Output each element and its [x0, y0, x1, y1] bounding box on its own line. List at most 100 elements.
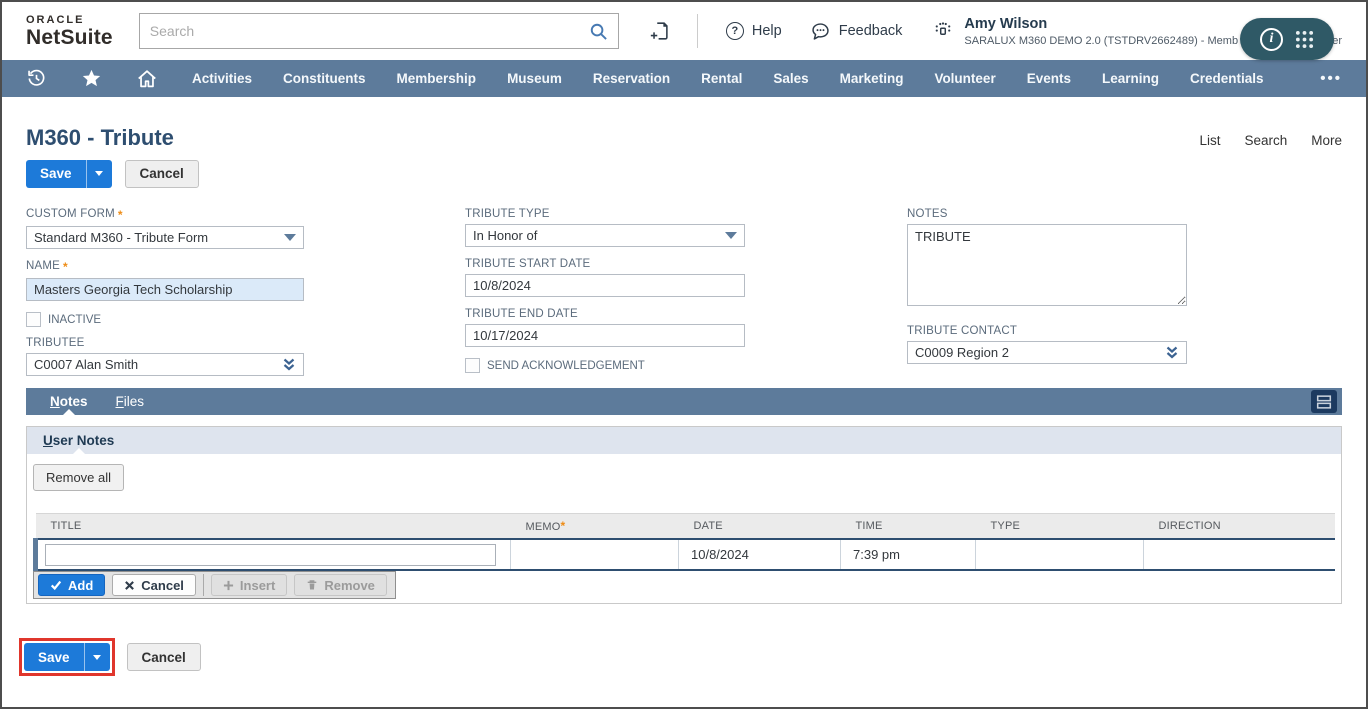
assistant-pill-overlay[interactable]: i [1240, 18, 1334, 60]
nav-item-sales[interactable]: Sales [773, 71, 809, 86]
trash-icon [306, 579, 318, 591]
nav-more-button[interactable]: ••• [1320, 70, 1342, 87]
save-dropdown-bottom[interactable] [83, 643, 110, 671]
subtab-strip: User Notes [27, 427, 1341, 454]
help-button[interactable]: ? Help [725, 22, 782, 40]
save-split-button-bottom[interactable]: Save [24, 643, 110, 671]
table-header-row: TITLE MEMO* DATE TIME TYPE DIRECTION [35, 513, 1335, 540]
list-link[interactable]: List [1199, 133, 1221, 148]
col-type[interactable]: TYPE [975, 513, 1144, 540]
custom-form-select[interactable]: Standard M360 - Tribute Form [26, 226, 304, 249]
send-acknowledgement-label: SEND ACKNOWLEDGEMENT [487, 359, 645, 372]
nav-item-events[interactable]: Events [1026, 71, 1071, 86]
insert-row-button[interactable]: Insert [210, 574, 288, 596]
shortcuts-star-icon[interactable] [81, 68, 102, 89]
notes-label: NOTES [907, 208, 948, 220]
user-name: Amy Wilson [964, 15, 1048, 32]
notes-panel: User Notes Remove all TITLE MEMO* DATE T… [26, 426, 1342, 604]
send-acknowledgement-checkbox[interactable] [465, 358, 480, 373]
netsuite-logo[interactable]: ORACLE NetSuite [26, 13, 113, 49]
nav-item-constituents[interactable]: Constituents [283, 71, 366, 86]
add-row-button[interactable]: Add [38, 574, 106, 596]
tribute-start-date-label: TRIBUTE START DATE [465, 258, 591, 270]
tribute-end-date-label: TRIBUTE END DATE [465, 308, 578, 320]
tribute-contact-select[interactable]: C0009 Region 2 [907, 341, 1187, 364]
cancel-button-bottom[interactable]: Cancel [126, 643, 201, 671]
tab-notes[interactable]: Notes [36, 388, 102, 415]
tab-files[interactable]: Files [115, 394, 145, 409]
nav-item-credentials[interactable]: Credentials [1190, 71, 1264, 86]
inactive-checkbox[interactable] [26, 312, 41, 327]
col-memo[interactable]: MEMO* [510, 513, 679, 540]
annotation-highlight: Save [19, 638, 115, 676]
custom-form-label: CUSTOM FORM * [26, 208, 123, 222]
col-direction[interactable]: DIRECTION [1143, 513, 1335, 540]
nav-item-learning[interactable]: Learning [1101, 71, 1159, 86]
inactive-label: INACTIVE [48, 313, 102, 326]
save-button-bottom[interactable]: Save [38, 649, 70, 665]
col-date[interactable]: DATE [678, 513, 841, 540]
col-time[interactable]: TIME [840, 513, 976, 540]
history-icon[interactable] [26, 68, 47, 89]
chevron-down-icon [95, 171, 104, 176]
nav-item-marketing[interactable]: Marketing [839, 71, 904, 86]
cancel-row-button[interactable]: Cancel [112, 574, 196, 596]
create-new-icon[interactable] [649, 20, 671, 42]
netsuite-logo-text: NetSuite [26, 25, 113, 49]
cell-direction[interactable] [1143, 538, 1335, 571]
cell-title[interactable] [33, 538, 511, 571]
required-asterisk: * [117, 208, 123, 222]
tribute-end-date-field[interactable] [465, 324, 745, 347]
cancel-button-top[interactable]: Cancel [124, 159, 199, 188]
help-icon: ? [725, 22, 744, 40]
toolbar-divider [202, 574, 204, 596]
home-icon[interactable] [136, 68, 158, 90]
nav-item-rental[interactable]: Rental [701, 71, 743, 86]
subtab-user-notes[interactable]: User Notes [27, 427, 130, 454]
cell-memo[interactable] [510, 538, 679, 571]
dropdown-arrow-icon [725, 232, 737, 239]
nav-item-museum[interactable]: Museum [507, 71, 562, 86]
global-search[interactable] [138, 13, 620, 49]
save-dropdown-top[interactable] [85, 159, 112, 188]
dropdown-arrow-icon [284, 234, 296, 241]
search-icon[interactable] [589, 22, 608, 41]
row-edit-toolbar: Add Cancel Insert Remove [33, 571, 396, 599]
search-input[interactable] [149, 23, 590, 39]
oracle-logo-text: ORACLE [26, 13, 85, 26]
cell-date[interactable]: 10/8/2024 [678, 538, 841, 571]
feedback-icon [810, 21, 831, 42]
feedback-button[interactable]: Feedback [810, 21, 902, 42]
double-chevron-icon [1165, 346, 1179, 360]
help-label: Help [751, 23, 782, 39]
more-link[interactable]: More [1311, 133, 1342, 148]
toggle-view-rows-icon[interactable] [1311, 390, 1337, 413]
save-split-button-top[interactable]: Save [26, 159, 112, 188]
save-button-top[interactable]: Save [40, 166, 72, 181]
nav-item-activities[interactable]: Activities [192, 71, 253, 86]
table-row: 10/8/2024 7:39 pm [33, 538, 1335, 571]
cell-time[interactable]: 7:39 pm [840, 538, 976, 571]
notes-textarea[interactable]: TRIBUTE [907, 224, 1187, 306]
tribute-type-select[interactable]: In Honor of [465, 224, 745, 247]
header-divider [697, 14, 698, 48]
name-field[interactable] [26, 278, 304, 301]
grid-menu-icon[interactable] [1295, 30, 1314, 49]
tribute-start-date-field[interactable] [465, 274, 745, 297]
nav-item-volunteer[interactable]: Volunteer [934, 71, 996, 86]
tributee-select[interactable]: C0007 Alan Smith [26, 353, 304, 376]
nav-item-membership[interactable]: Membership [396, 71, 477, 86]
chevron-down-icon [93, 654, 102, 660]
info-icon[interactable]: i [1260, 27, 1283, 51]
remove-row-button[interactable]: Remove [294, 574, 387, 596]
remove-all-button[interactable]: Remove all [33, 464, 125, 491]
user-notes-table: TITLE MEMO* DATE TIME TYPE DIRECTION 10/… [33, 513, 1335, 571]
col-title[interactable]: TITLE [35, 513, 511, 540]
tribute-contact-label: TRIBUTE CONTACT [907, 325, 1018, 337]
nav-item-reservation[interactable]: Reservation [592, 71, 671, 86]
check-icon [50, 579, 62, 591]
note-title-input[interactable] [45, 543, 497, 566]
search-link[interactable]: Search [1244, 133, 1288, 148]
cell-type[interactable] [975, 538, 1144, 571]
top-header: ORACLE NetSuite ? Help Feedback [2, 2, 1366, 60]
